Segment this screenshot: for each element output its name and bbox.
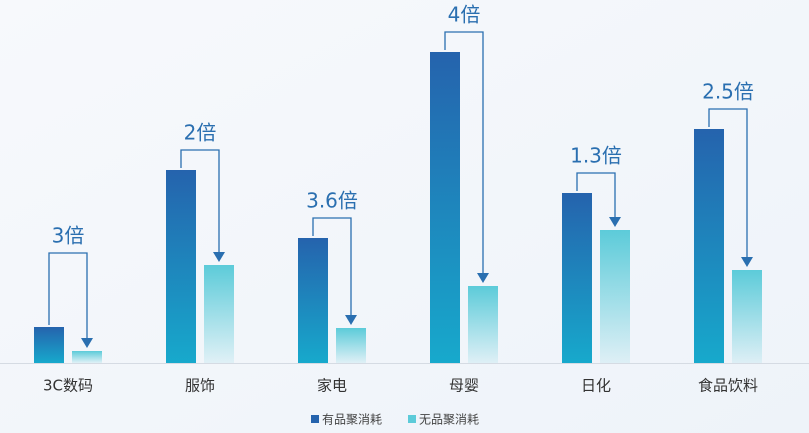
annotation-arrow [213, 252, 225, 262]
annotation: 4倍 [448, 3, 481, 27]
bar [34, 327, 64, 363]
annotation-bracket [576, 172, 616, 218]
x-tick-label: 母婴 [449, 377, 479, 395]
bar [562, 193, 592, 363]
legend-label: 有品聚消耗 [322, 413, 382, 427]
bar [298, 238, 328, 363]
bar [204, 265, 234, 363]
annotation-bracket [312, 217, 352, 316]
annotation-arrow [741, 257, 753, 267]
annotation: 2倍 [184, 121, 217, 145]
bar [468, 286, 498, 363]
bar [600, 230, 630, 363]
annotation: 3倍 [52, 224, 85, 248]
bar [694, 129, 724, 363]
x-tick-label: 日化 [581, 377, 611, 395]
bar [336, 328, 366, 363]
bar [430, 52, 460, 363]
annotation-bracket [444, 31, 484, 274]
annotation-bracket [180, 149, 220, 253]
legend-swatch [408, 415, 416, 423]
x-tick-label: 家电 [317, 377, 347, 395]
annotation-bracket [708, 108, 748, 258]
annotation-arrow [81, 338, 93, 348]
annotation-arrow [477, 273, 489, 283]
bar [166, 170, 196, 363]
legend-label: 无品聚消耗 [419, 413, 479, 427]
annotation-arrow [345, 315, 357, 325]
annotation: 3.6倍 [306, 189, 358, 213]
annotation: 2.5倍 [702, 80, 754, 104]
annotation-arrow [609, 217, 621, 227]
x-tick-label: 食品饮料 [698, 377, 758, 395]
annotation-bracket [48, 252, 88, 339]
annotation: 1.3倍 [570, 144, 622, 168]
bar [72, 351, 102, 363]
legend-swatch [311, 415, 319, 423]
bar [732, 270, 762, 363]
x-tick-label: 3C数码 [43, 377, 93, 395]
x-tick-label: 服饰 [185, 377, 215, 395]
